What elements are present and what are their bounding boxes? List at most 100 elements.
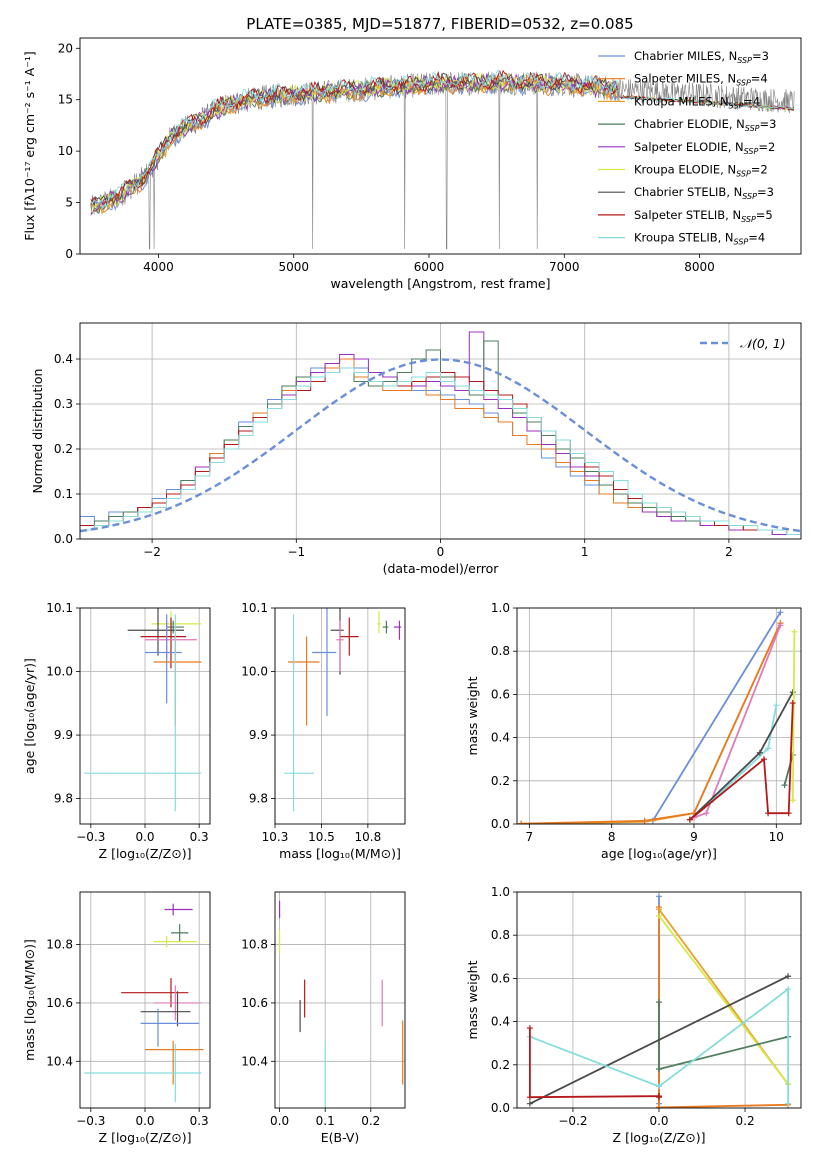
x-tick-label: 0.3 (190, 1114, 209, 1128)
legend-label-tail: =3 (757, 185, 774, 199)
x-tick-label: 4000 (143, 260, 174, 274)
x-tick-label: −0.3 (76, 830, 105, 844)
x-tick-label: 0.0 (135, 830, 154, 844)
x-tick-label: 0.0 (649, 1114, 668, 1128)
weight-marker (656, 1083, 662, 1090)
panel-mass-vs-Z: −0.3 0.0 0.3 10.4 10.6 10.8 Z [log₁₀(Z/Z⊙)] mas… (22, 891, 211, 1145)
y-tick-label: 0.8 (491, 644, 510, 658)
legend-label-gaussian: 𝒩(0, 1) (740, 336, 786, 351)
legend-label-subscript: SSP (736, 79, 751, 88)
y-tick-label: 10.0 (241, 665, 268, 679)
x-axis-label: age [log₁₀(age/yr)] (601, 846, 717, 861)
axes-frame (516, 891, 802, 1109)
legend-label-tail: =2 (758, 140, 775, 154)
x-axis-label: E(B-V) (321, 1130, 360, 1145)
x-axis-label: Z [log₁₀(Z/Z⊙)] (613, 1130, 706, 1145)
legend-label-text: Kroupa ELODIE, N (634, 163, 736, 177)
legend-label-tail: =4 (743, 94, 760, 108)
panel-age-vs-mass: 10.3 10.5 10.8 9.8 9.9 10.0 10.1 mass [log₁₀(M/… (241, 601, 406, 861)
legend-label-tail: =3 (760, 117, 777, 131)
y-tick-label: 9.8 (249, 792, 268, 806)
axes-frame (516, 607, 802, 825)
y-tick-label: 0.1 (54, 487, 73, 501)
y-axis-label: Flux [fλ10⁻¹⁷ erg cm⁻² s⁻¹ A⁻¹] (22, 51, 37, 240)
panel-residuals: −2 −1 0 1 2 0.0 0.1 0.2 0.3 0.4 (data-model)/error… (30, 322, 802, 576)
axes-frame (79, 37, 802, 255)
legend-label-text: Kroupa STELIB, N (634, 231, 734, 245)
plot-area-mass-vs-Z (84, 903, 204, 1103)
legend-label-tail: =4 (748, 231, 765, 245)
weight-marker (526, 1025, 533, 1032)
x-tick-label: 0.2 (361, 1114, 380, 1128)
legend-label: Kroupa MILES, NSSP=4 (634, 94, 760, 110)
y-tick-label: 0.0 (491, 817, 510, 831)
y-tick-label: 10.6 (46, 996, 73, 1010)
y-tick-label: 0.6 (491, 687, 510, 701)
x-tick-label: 8000 (684, 260, 715, 274)
y-tick-label: 9.8 (54, 792, 73, 806)
x-axis-label: Z [log₁₀(Z/Z⊙)] (99, 846, 192, 861)
weight-marker (656, 1066, 662, 1073)
plot-area-age-vs-Z (84, 608, 202, 812)
x-tick-label: 10.5 (308, 830, 335, 844)
weight-marker (656, 906, 662, 913)
y-axis-label: mass [log₁₀(M/M⊙)] (22, 939, 37, 1061)
x-tick-label: 10 (769, 830, 784, 844)
x-tick-label: 7 (526, 830, 534, 844)
weight-marker (686, 816, 693, 823)
plot-area-spectrum (90, 69, 795, 250)
plot-area-residuals (80, 331, 801, 535)
x-tick-label: 0.0 (135, 1114, 154, 1128)
legend-label-text: Salpeter MILES, N (634, 72, 736, 86)
x-tick-label: −1 (287, 545, 305, 559)
weight-marker (526, 1094, 533, 1101)
y-tick-label: 10.0 (46, 665, 73, 679)
weight-marker (656, 999, 662, 1006)
panel-age-vs-Z: −0.3 0.0 0.3 9.8 9.9 10.0 10.1 Z [log₁₀(Z/Z⊙)] a… (22, 601, 211, 861)
weight-marker (789, 700, 796, 707)
weight-marker (785, 986, 792, 993)
y-axis-label: Normed distribution (30, 369, 45, 494)
weight-line-5 (689, 691, 794, 821)
legend-label: Salpeter MILES, NSSP=4 (634, 72, 768, 88)
y-tick-label: 0.8 (491, 928, 510, 942)
y-tick-label: 9.9 (249, 728, 268, 742)
weight-line-5 (529, 975, 789, 1105)
legend-label-tail: =2 (751, 163, 768, 177)
y-tick-label: 10.8 (46, 938, 73, 952)
y-tick-label: 10.1 (241, 601, 268, 615)
weight-marker (789, 689, 796, 696)
y-tick-label: 10.4 (241, 1054, 268, 1068)
x-axis-label: (data-model)/error (383, 561, 500, 576)
y-tick-label: 1.0 (491, 885, 510, 899)
legend-label-subscript: SSP (744, 147, 759, 156)
weight-line-2 (521, 622, 782, 824)
y-tick-label: 10.8 (241, 938, 268, 952)
x-tick-label: −2 (143, 545, 161, 559)
weight-marker (765, 810, 772, 817)
x-tick-label: 0.1 (316, 1114, 335, 1128)
legend-label-subscript: SSP (737, 56, 752, 65)
x-tick-label: 2 (725, 545, 733, 559)
x-tick-label: 8 (608, 830, 616, 844)
x-axis-label: mass [log₁₀(M/M⊙)] (279, 846, 401, 861)
y-axis-label: mass weight (465, 676, 480, 755)
y-tick-label: 20 (58, 41, 73, 55)
y-tick-label: 0.4 (491, 731, 510, 745)
x-tick-label: 10.3 (262, 830, 289, 844)
y-axis-label: mass weight (465, 960, 480, 1039)
weight-marker (526, 1100, 533, 1107)
legend-label-subscript: SSP (741, 215, 756, 224)
legend-label-subscript: SSP (736, 170, 751, 179)
plot-area-weight-vs-Z (526, 893, 792, 1108)
axes-frame (79, 891, 211, 1109)
y-tick-label: 0.0 (491, 1101, 510, 1115)
legend-label: Salpeter STELIB, NSSP=5 (634, 208, 773, 224)
figure-title: PLATE=0385, MJD=51877, FIBERID=0532, z=0… (246, 15, 633, 33)
x-tick-label: 1 (581, 545, 589, 559)
weight-line-3 (693, 624, 782, 819)
x-tick-label: 5000 (278, 260, 309, 274)
weight-line-3 (658, 915, 789, 1085)
